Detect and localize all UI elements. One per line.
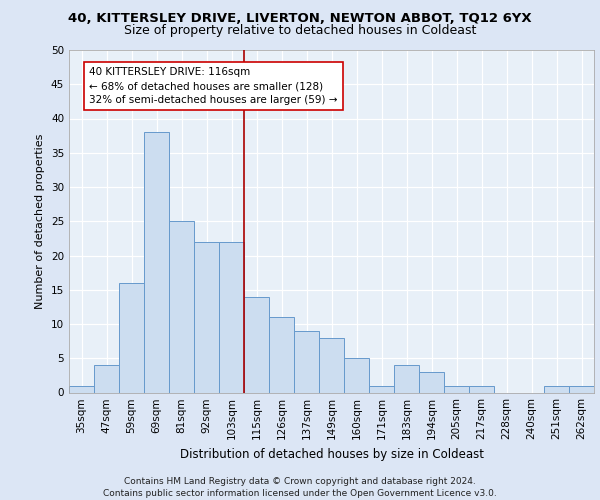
Y-axis label: Number of detached properties: Number of detached properties xyxy=(35,134,46,309)
Bar xyxy=(269,317,294,392)
Bar xyxy=(69,386,94,392)
Bar xyxy=(169,221,194,392)
Bar xyxy=(244,296,269,392)
Bar xyxy=(569,386,594,392)
Text: 40, KITTERSLEY DRIVE, LIVERTON, NEWTON ABBOT, TQ12 6YX: 40, KITTERSLEY DRIVE, LIVERTON, NEWTON A… xyxy=(68,12,532,26)
Bar xyxy=(394,365,419,392)
X-axis label: Distribution of detached houses by size in Coldeast: Distribution of detached houses by size … xyxy=(179,448,484,461)
Text: 40 KITTERSLEY DRIVE: 116sqm
← 68% of detached houses are smaller (128)
32% of se: 40 KITTERSLEY DRIVE: 116sqm ← 68% of det… xyxy=(89,67,337,105)
Bar xyxy=(194,242,219,392)
Bar xyxy=(319,338,344,392)
Text: Contains HM Land Registry data © Crown copyright and database right 2024.
Contai: Contains HM Land Registry data © Crown c… xyxy=(103,476,497,498)
Bar xyxy=(369,386,394,392)
Bar xyxy=(294,331,319,392)
Bar xyxy=(344,358,369,392)
Bar xyxy=(444,386,469,392)
Bar xyxy=(144,132,169,392)
Bar xyxy=(219,242,244,392)
Bar xyxy=(544,386,569,392)
Bar xyxy=(469,386,494,392)
Text: Size of property relative to detached houses in Coldeast: Size of property relative to detached ho… xyxy=(124,24,476,37)
Bar xyxy=(419,372,444,392)
Bar xyxy=(94,365,119,392)
Bar xyxy=(119,283,144,393)
